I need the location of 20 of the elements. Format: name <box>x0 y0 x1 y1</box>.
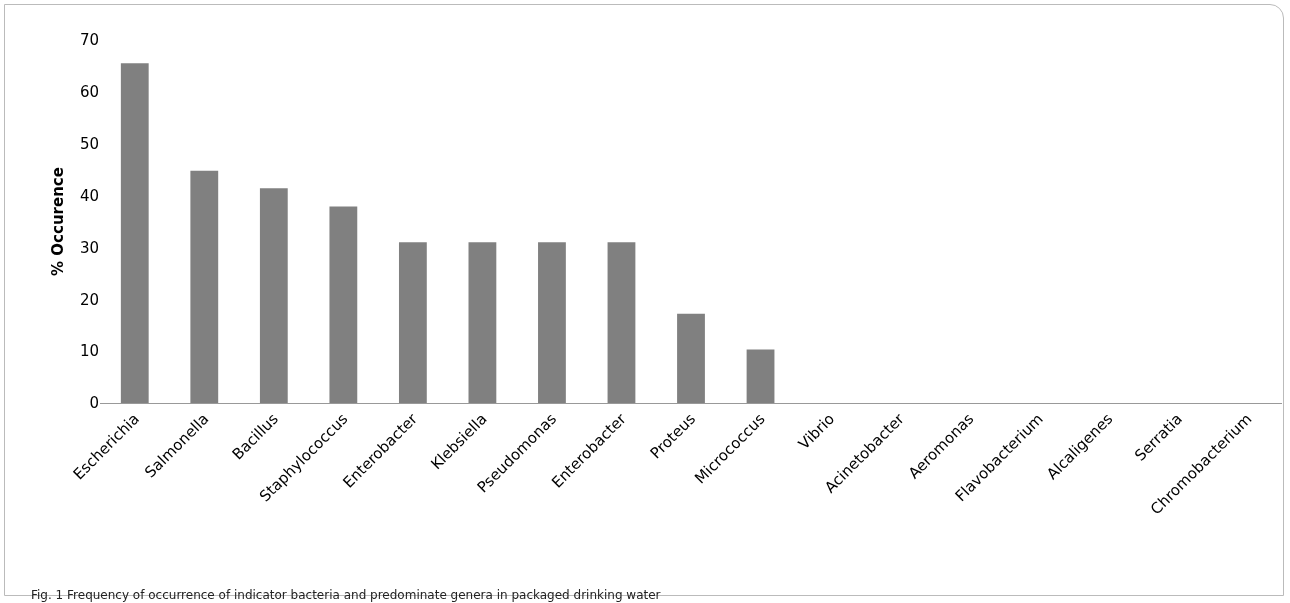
y-tick-label: 30 <box>79 238 99 257</box>
y-tick-label: 0 <box>89 394 99 413</box>
bar <box>746 349 775 403</box>
bar <box>538 242 566 403</box>
bar <box>677 313 705 403</box>
y-tick-label: 40 <box>79 186 99 205</box>
y-tick-label: 60 <box>79 83 99 102</box>
y-tick-label: 50 <box>79 134 99 153</box>
bar <box>120 63 149 403</box>
y-tick-label: 70 <box>79 31 99 50</box>
y-tick-label: 20 <box>79 290 99 309</box>
y-tick-label: 10 <box>79 342 99 361</box>
bar <box>468 242 497 403</box>
bar <box>190 170 219 403</box>
caption: Fig. 1 Frequency of occurrence of indicator bacteria and predominate genera in packaged drinking water <box>31 588 661 602</box>
y-axis-title: % Occurence <box>49 167 68 276</box>
bar <box>398 242 427 403</box>
bar <box>329 206 358 403</box>
bar <box>607 242 636 403</box>
bar <box>259 188 288 403</box>
